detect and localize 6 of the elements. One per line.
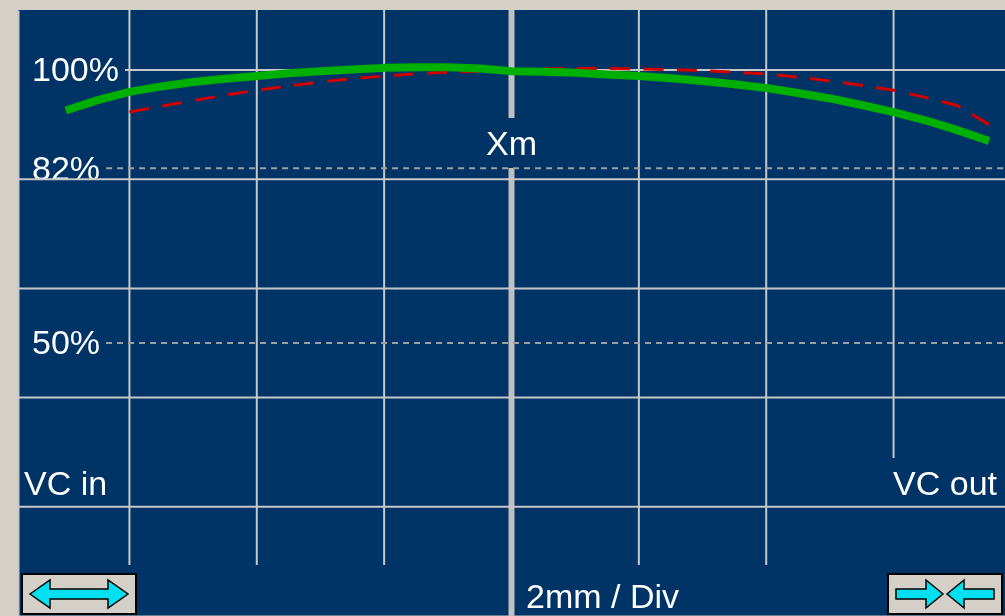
annotation: Xm xyxy=(486,124,537,162)
y-tick-label: 50% xyxy=(32,323,101,362)
annotation: VC in xyxy=(24,464,108,502)
annotation: VC out xyxy=(893,464,998,502)
y-tick-label: 100% xyxy=(32,50,119,89)
x-axis-title: 2mm / Div xyxy=(526,577,679,615)
